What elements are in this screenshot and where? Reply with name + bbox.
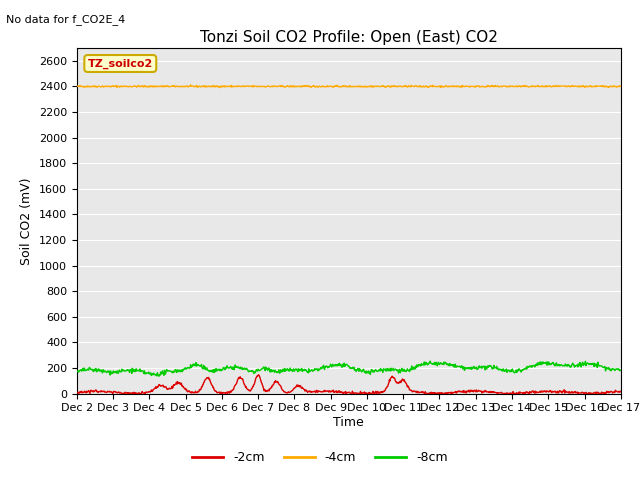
Legend: -2cm, -4cm, -8cm: -2cm, -4cm, -8cm	[187, 446, 453, 469]
Text: TZ_soilco2: TZ_soilco2	[88, 59, 153, 69]
Y-axis label: Soil CO2 (mV): Soil CO2 (mV)	[20, 177, 33, 264]
Text: No data for f_CO2E_4: No data for f_CO2E_4	[6, 14, 125, 25]
Title: Tonzi Soil CO2 Profile: Open (East) CO2: Tonzi Soil CO2 Profile: Open (East) CO2	[200, 30, 498, 46]
X-axis label: Time: Time	[333, 416, 364, 429]
